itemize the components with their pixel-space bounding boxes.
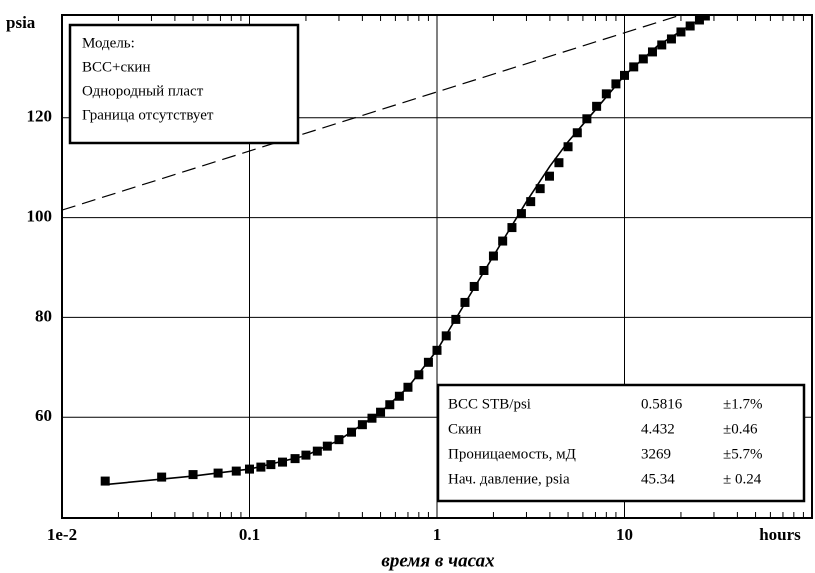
results-text: Скин bbox=[448, 421, 481, 437]
results-text: Проницаемость, мД bbox=[448, 446, 576, 462]
x-axis-label: время в часах bbox=[381, 550, 495, 571]
x-tick-label: 1 bbox=[433, 525, 442, 544]
results-box bbox=[436, 383, 806, 503]
data-point bbox=[157, 472, 167, 482]
plot-frame bbox=[61, 14, 813, 519]
results-text: 0.5816 bbox=[641, 396, 683, 412]
data-point bbox=[700, 15, 710, 21]
data-point bbox=[676, 27, 686, 37]
data-point bbox=[592, 101, 602, 111]
data-point bbox=[507, 223, 517, 233]
x-tick-label: 0.1 bbox=[239, 525, 260, 544]
y-unit: psia bbox=[6, 13, 36, 32]
results-text: Нач. давление, psia bbox=[448, 471, 570, 487]
plot-area bbox=[62, 15, 710, 486]
data-point bbox=[544, 171, 554, 181]
results-text: ±5.7% bbox=[723, 446, 762, 462]
x-tick-label: 1e-2 bbox=[47, 525, 77, 544]
results-text: ±1.7% bbox=[723, 396, 762, 412]
results-text: ± 0.24 bbox=[723, 471, 762, 487]
results-text: 4.432 bbox=[641, 421, 675, 437]
model-text: ВСС+скин bbox=[82, 59, 150, 75]
results-text: ВСС STB/psi bbox=[448, 396, 531, 412]
data-point bbox=[188, 470, 198, 480]
data-point bbox=[563, 142, 573, 152]
model-text: Однородный пласт bbox=[82, 83, 204, 99]
data-point bbox=[554, 158, 564, 168]
model-text: Модель: bbox=[82, 35, 135, 51]
model-box bbox=[68, 23, 300, 145]
results-text: 45.34 bbox=[641, 471, 675, 487]
y-tick-label: 60 bbox=[35, 406, 52, 425]
data-point bbox=[100, 476, 110, 486]
data-point bbox=[278, 457, 288, 467]
data-point bbox=[647, 47, 657, 57]
data-point bbox=[394, 391, 404, 401]
x-tick-label: 10 bbox=[616, 525, 633, 544]
data-point bbox=[535, 184, 545, 194]
data-point bbox=[666, 34, 676, 44]
model-line bbox=[105, 15, 706, 486]
data-point bbox=[516, 209, 526, 219]
data-point bbox=[611, 79, 621, 89]
y-tick-label: 80 bbox=[35, 306, 52, 325]
data-point bbox=[572, 128, 582, 138]
model-text: Граница отсутствует bbox=[82, 107, 214, 123]
dashed-line bbox=[62, 15, 682, 211]
data-point bbox=[657, 40, 667, 50]
results-text: ±0.46 bbox=[723, 421, 758, 437]
y-tick-label: 120 bbox=[27, 107, 53, 126]
x-unit: hours bbox=[759, 525, 801, 544]
results-text: 3269 bbox=[641, 446, 671, 462]
data-point bbox=[601, 89, 611, 99]
data-point bbox=[526, 197, 536, 207]
y-tick-label: 100 bbox=[27, 207, 53, 226]
data-point bbox=[414, 370, 424, 380]
